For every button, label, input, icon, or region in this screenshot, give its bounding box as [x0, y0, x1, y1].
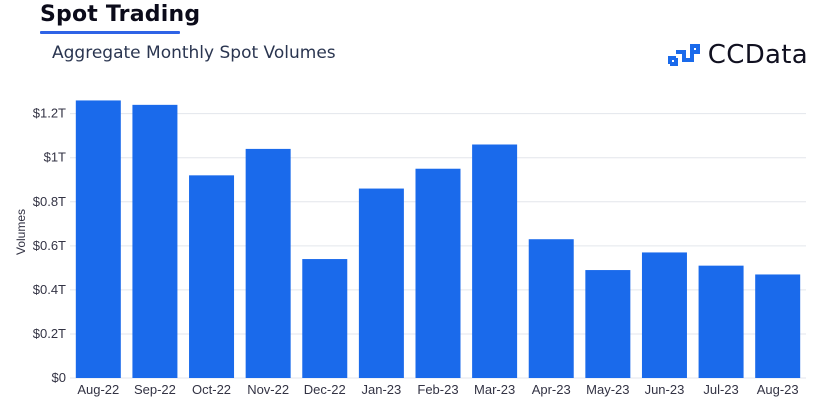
y-tick-label: $1.2T: [33, 106, 66, 121]
y-tick-label: $0.4T: [33, 282, 66, 297]
bar-Apr-23: [528, 239, 574, 378]
x-tick-label: Oct-22: [192, 382, 231, 397]
bar-Dec-22: [302, 259, 348, 378]
y-tick-label: $0.2T: [33, 326, 66, 341]
brand-name: CCData: [707, 40, 808, 70]
y-tick-label: $1T: [44, 150, 66, 165]
x-tick-label: Sep-22: [134, 382, 176, 397]
x-tick-label: Feb-23: [417, 382, 458, 397]
ccdata-logo-icon: [667, 44, 700, 66]
bar-Jul-23: [698, 265, 744, 378]
bar-Sep-22: [132, 104, 178, 378]
x-tick-label: Apr-23: [532, 382, 571, 397]
bar-Feb-23: [415, 168, 461, 378]
bar-Jun-23: [641, 252, 687, 378]
y-tick-label: $0: [52, 370, 66, 385]
section-title-underline: [40, 31, 180, 34]
brand-logo: CCData: [666, 40, 808, 70]
x-tick-label: Jan-23: [362, 382, 402, 397]
y-tick-label: $0.6T: [33, 238, 66, 253]
bar-Aug-23: [755, 274, 801, 378]
x-tick-label: Aug-22: [77, 382, 119, 397]
y-tick-label: $0.8T: [33, 194, 66, 209]
chart-title: Aggregate Monthly Spot Volumes: [52, 43, 336, 63]
x-tick-label: Jul-23: [703, 382, 738, 397]
section-title: Spot Trading: [40, 2, 201, 27]
x-tick-label: May-23: [586, 382, 629, 397]
bar-May-23: [585, 270, 631, 378]
bar-Aug-22: [75, 100, 121, 379]
bar-Oct-22: [189, 175, 235, 378]
bar-Nov-22: [245, 148, 291, 378]
x-tick-label: Dec-22: [304, 382, 346, 397]
bar-Jan-23: [358, 188, 404, 378]
x-tick-label: Mar-23: [474, 382, 515, 397]
x-tick-label: Nov-22: [247, 382, 289, 397]
bar-Mar-23: [472, 144, 518, 378]
y-axis-label: Volumes: [14, 209, 28, 255]
x-tick-label: Aug-23: [757, 382, 799, 397]
x-tick-label: Jun-23: [645, 382, 685, 397]
bar-chart: Volumes $0 $0.2T $0.4T $0.6T $0.8T $1T $1.2T Aug…: [14, 100, 806, 397]
